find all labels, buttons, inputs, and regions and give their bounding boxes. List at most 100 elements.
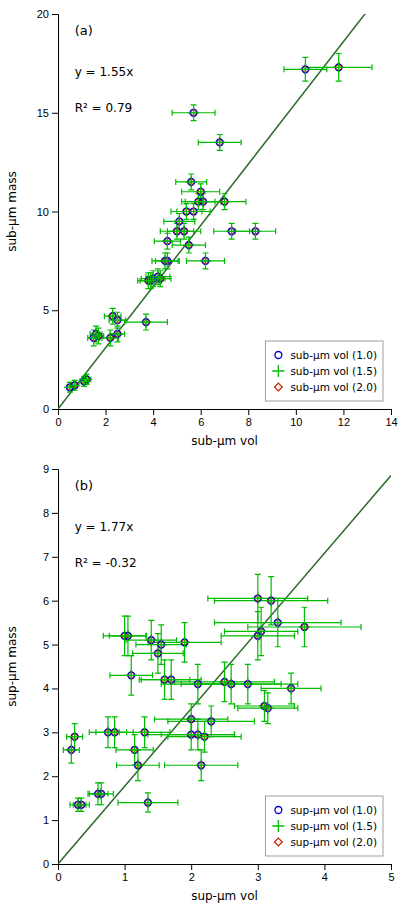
x-tick: 0 (55, 409, 61, 428)
legend-label: sup-µm vol (1.0) (290, 804, 377, 816)
point (162, 235, 173, 246)
y-tick: 0 (43, 858, 58, 870)
x-tick-mark (153, 409, 154, 415)
legend-label: sup-µm vol (1.5) (290, 820, 377, 832)
point (225, 678, 236, 689)
y-tick-label: 9 (43, 463, 49, 475)
fit-line (58, 14, 391, 409)
x-tick-mark (106, 409, 107, 415)
y-tick-label: 7 (43, 551, 49, 563)
point (174, 216, 185, 227)
y-tick-label: 5 (43, 304, 49, 316)
series-markers (66, 593, 311, 811)
y-tick: 4 (43, 682, 58, 694)
point (81, 374, 92, 385)
y-tick-mark (52, 310, 58, 311)
y-axis-line (52, 470, 59, 865)
point (185, 713, 196, 724)
point (165, 674, 176, 685)
legend: sub-µm vol (1.0)sub-µm vol (1.5)sub-µm v… (265, 341, 383, 401)
y-tick: 0 (43, 403, 58, 415)
y-tick-mark (52, 688, 58, 689)
y-tick-label: 10 (37, 206, 49, 218)
point (219, 196, 230, 207)
point (69, 731, 80, 742)
point (152, 271, 163, 282)
y-axis-title: sub-µm mass (5, 171, 19, 252)
y-tick-label: 8 (43, 507, 49, 519)
y-tick-mark (52, 776, 58, 777)
y-tick: 3 (43, 726, 58, 738)
point (112, 314, 123, 325)
point (139, 727, 150, 738)
x-tick-label: 5 (388, 871, 394, 883)
x-tick: 5 (388, 864, 394, 883)
x-tick-label: 8 (246, 416, 252, 428)
y-tick: 1 (43, 814, 58, 826)
y-axis-title: sup-µm mass (5, 626, 19, 707)
x-tick-mark (391, 409, 392, 415)
point (93, 330, 104, 341)
point (178, 226, 189, 237)
legend-swatch (275, 807, 282, 814)
point (109, 727, 120, 738)
y-tick-label: 3 (43, 726, 49, 738)
x-tick-mark (324, 864, 325, 870)
point (226, 226, 237, 237)
y-tick-label: 0 (43, 858, 49, 870)
annotation: y = 1.55x (75, 65, 134, 79)
x-tick: 0 (55, 864, 61, 883)
y-tick-mark (52, 113, 58, 114)
x-tick-label: 2 (189, 871, 195, 883)
y-tick-label: 20 (37, 8, 49, 20)
y-tick: 2 (43, 770, 58, 782)
y-tick-label: 6 (43, 595, 49, 607)
point (252, 593, 263, 604)
point (255, 626, 266, 637)
y-tick-mark (52, 513, 58, 514)
y-tick-mark (52, 864, 58, 865)
y-tick-label: 4 (43, 682, 49, 694)
y-tick-mark (52, 14, 58, 15)
y-tick-mark (52, 557, 58, 558)
point (199, 731, 210, 742)
y-tick: 5 (43, 639, 58, 651)
point (183, 239, 194, 250)
x-tick: 12 (338, 409, 350, 428)
point (192, 678, 203, 689)
y-tick-mark (52, 601, 58, 602)
point (179, 637, 190, 648)
x-tick: 1 (122, 864, 128, 883)
y-tick: 7 (43, 551, 58, 563)
point (129, 744, 140, 755)
y-tick-mark (52, 820, 58, 821)
x-axis: 012345 (55, 864, 394, 883)
x-tick-label: 6 (198, 416, 204, 428)
point (162, 255, 173, 266)
point (145, 634, 156, 645)
y-tick-label: 2 (43, 770, 49, 782)
point (242, 678, 253, 689)
series-markers (68, 595, 308, 808)
x-tick: 4 (151, 409, 157, 428)
point (64, 382, 75, 393)
point (205, 716, 216, 727)
x-tick: 3 (255, 864, 261, 883)
y-tick: 10 (37, 206, 58, 218)
y-tick: 8 (43, 507, 58, 519)
x-tick-label: 14 (385, 416, 397, 428)
legend-label: sub-µm vol (1.5) (290, 365, 377, 377)
x-tick-mark (191, 864, 192, 870)
point (250, 226, 261, 237)
legend-label: sub-µm vol (2.0) (290, 381, 377, 393)
y-axis-line (52, 15, 59, 410)
point (185, 176, 196, 187)
y-tick: 9 (43, 463, 58, 475)
x-tick-mark (248, 409, 249, 415)
x-tick-mark (258, 864, 259, 870)
x-tick-label: 0 (55, 416, 61, 428)
legend-frame (265, 796, 383, 856)
y-tick-mark (52, 212, 58, 213)
x-tick-mark (201, 409, 202, 415)
x-tick-label: 12 (338, 416, 350, 428)
